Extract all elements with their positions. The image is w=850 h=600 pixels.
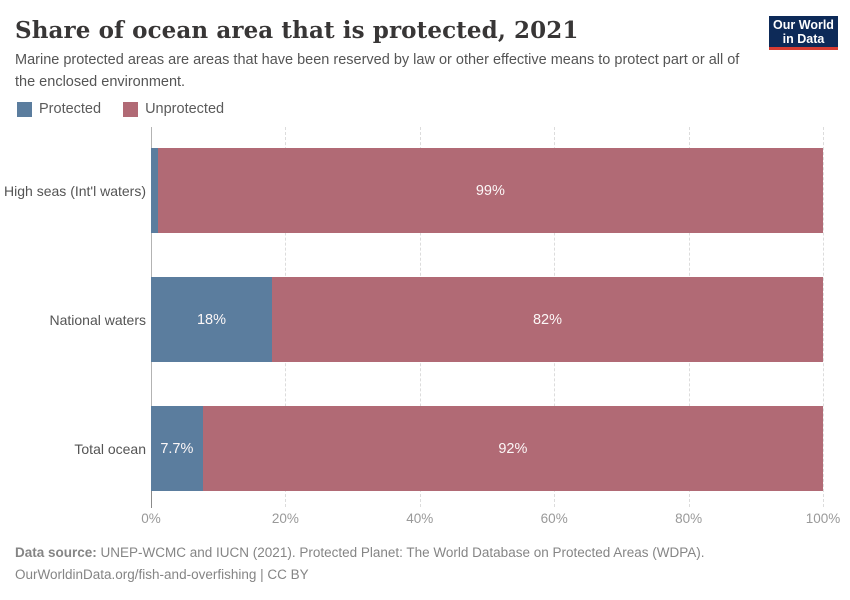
bar-segment-protected <box>151 148 158 233</box>
bar-segment-unprotected: 99% <box>157 148 823 233</box>
legend-swatch <box>123 101 139 117</box>
bar-value-label: 82% <box>532 311 562 328</box>
owid-logo: Our World in Data <box>769 16 838 50</box>
bar-row: 99% <box>151 148 823 233</box>
bar-segment-protected: 7.7% <box>151 406 203 491</box>
bar-segment-unprotected: 82% <box>271 277 823 362</box>
logo-line-1: Our World <box>773 17 834 32</box>
stacked-bar-chart: 0% 20% 40% 60% 80% 100% High seas (Int'l water… <box>0 127 850 537</box>
logo-line-2: in Data <box>782 31 825 46</box>
gridline <box>823 127 824 507</box>
legend-label: Protected <box>39 101 102 117</box>
legend-label: Unprotected <box>145 101 225 117</box>
x-tick-label: 40% <box>406 511 434 526</box>
bar-value-label: 92% <box>498 440 528 457</box>
bar-segment-unprotected: 92% <box>202 406 823 491</box>
data-source-text: UNEP-WCMC and IUCN (2021). Protected Pla… <box>96 545 705 560</box>
legend-item-unprotected: Unprotected <box>123 101 224 117</box>
bar-value-label: 18% <box>196 311 226 328</box>
x-tick-label: 20% <box>271 511 299 526</box>
data-source-label: Data source: <box>15 545 97 560</box>
x-tick-label: 80% <box>675 511 703 526</box>
legend-item-protected: Protected <box>17 101 101 117</box>
legend: Protected Unprotected <box>17 101 224 117</box>
x-tick-label: 60% <box>540 511 568 526</box>
category-label: National waters <box>49 311 147 328</box>
bar-value-label: 99% <box>475 182 505 199</box>
bar-row: 7.7% 92% <box>151 406 823 491</box>
page-title: Share of ocean area that is protected, 2… <box>15 17 579 44</box>
bar-value-label: 7.7% <box>160 440 194 457</box>
x-axis-zero-tick <box>151 489 152 508</box>
bar-row: 18% 82% <box>151 277 823 362</box>
data-source-line: Data source: UNEP-WCMC and IUCN (2021). … <box>15 542 705 564</box>
attribution-line: OurWorldinData.org/fish-and-overfishing … <box>15 567 309 582</box>
category-label: Total ocean <box>74 440 146 457</box>
chart-subtitle: Marine protected areas are areas that ha… <box>15 52 740 90</box>
category-label: High seas (Int'l waters) <box>4 182 146 199</box>
chart-footer: Data source: UNEP-WCMC and IUCN (2021). … <box>15 542 705 586</box>
legend-swatch <box>17 101 32 117</box>
bar-segment-protected: 18% <box>151 277 272 362</box>
x-tick-label: 100% <box>805 511 841 526</box>
x-tick-label: 0% <box>141 511 161 526</box>
